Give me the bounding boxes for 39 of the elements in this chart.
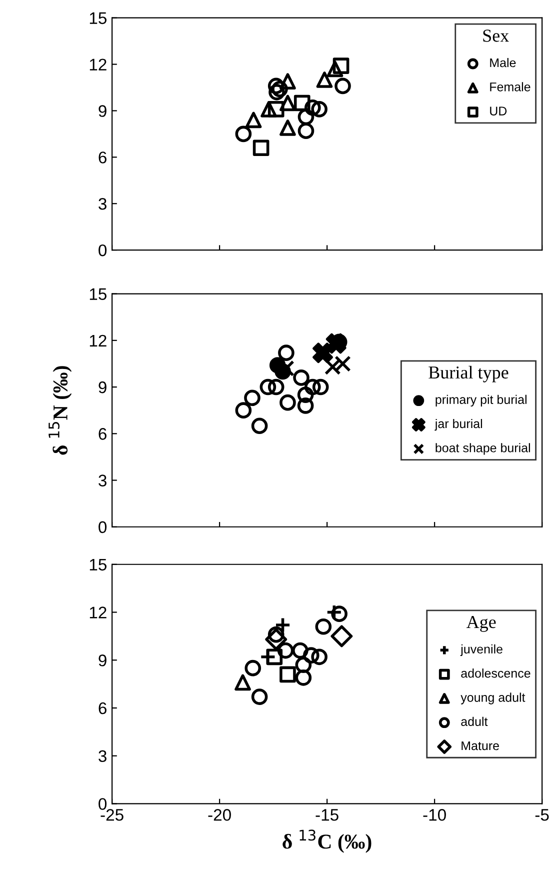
legend-label: young adult bbox=[460, 692, 526, 704]
x-axis-title: δ $^{13}$C (‰) bbox=[282, 830, 372, 853]
y-tick-label: 12 bbox=[90, 334, 106, 346]
x-tick-label: -25 bbox=[100, 809, 124, 821]
legend-label: primary pit burial bbox=[436, 394, 526, 406]
y-tick-label: 3 bbox=[98, 198, 106, 210]
y-tick-label: 0 bbox=[98, 521, 107, 534]
legend-label: Mature bbox=[462, 741, 499, 750]
y-tick-label: 6 bbox=[98, 152, 106, 164]
legend-label: Female bbox=[490, 82, 530, 92]
legend-title: Sex bbox=[483, 30, 509, 42]
y-tick-label: 12 bbox=[90, 606, 106, 618]
legend-label: UD bbox=[490, 106, 507, 116]
legend-label: boat shape burial bbox=[436, 443, 530, 455]
y-tick-label: 0 bbox=[98, 798, 107, 810]
legend-label: juvenile bbox=[460, 644, 502, 656]
y-tick-label: 3 bbox=[98, 474, 106, 486]
y-tick-label: 9 bbox=[98, 381, 106, 394]
y-tick-label: 15 bbox=[90, 288, 106, 300]
x-tick-label: -20 bbox=[208, 809, 231, 821]
y-tick-label: 15 bbox=[90, 558, 106, 571]
legend-label: adolescence bbox=[461, 668, 530, 678]
x-tick-label: -10 bbox=[423, 809, 446, 821]
y-tick-label: 6 bbox=[98, 702, 106, 714]
y-tick-label: 3 bbox=[98, 750, 106, 762]
x-tick-label: -15 bbox=[316, 809, 338, 821]
legend-title: Age bbox=[466, 616, 496, 632]
y-tick-label: 15 bbox=[90, 12, 106, 24]
y-axis-title: δ $^{15}$N (‰) bbox=[48, 366, 72, 455]
y-tick-label: 9 bbox=[98, 105, 106, 117]
y-tick-label: 6 bbox=[98, 428, 106, 440]
legend-label: Male bbox=[490, 58, 516, 68]
legend-label: adult bbox=[461, 716, 488, 726]
legend-title: Burial type bbox=[428, 366, 508, 382]
y-tick-label: 12 bbox=[90, 58, 106, 70]
y-tick-label: 9 bbox=[98, 654, 106, 666]
x-tick-label: -5 bbox=[535, 809, 549, 821]
legend-label: jar burial bbox=[434, 418, 482, 431]
y-tick-label: 0 bbox=[98, 244, 107, 256]
